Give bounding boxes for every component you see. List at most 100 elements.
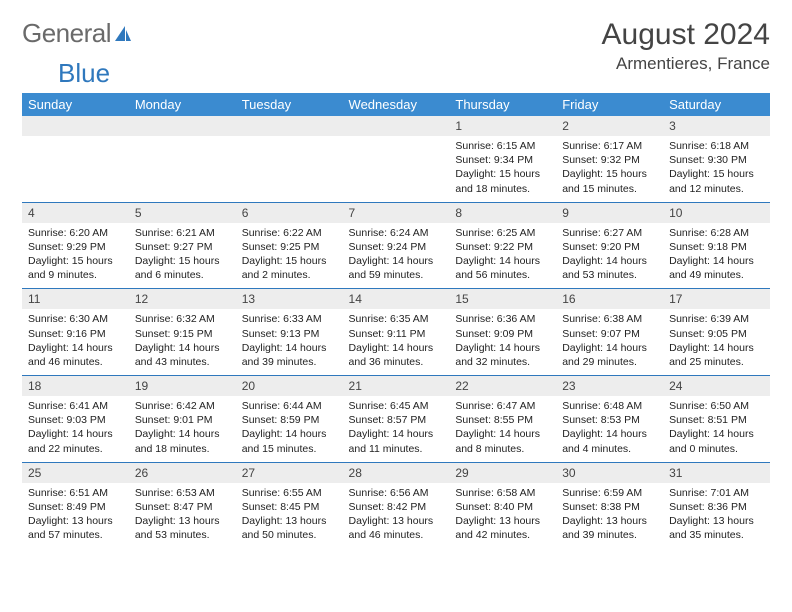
sunrise-text: Sunrise: 6:44 AM xyxy=(242,399,337,413)
sunset-text: Sunset: 8:53 PM xyxy=(562,413,657,427)
daylight-text: Daylight: 13 hours xyxy=(28,514,123,528)
daylight-text: and 32 minutes. xyxy=(455,355,550,369)
day-detail-cell: Sunrise: 6:22 AMSunset: 9:25 PMDaylight:… xyxy=(236,223,343,289)
sunset-text: Sunset: 9:01 PM xyxy=(135,413,230,427)
sunrise-text: Sunrise: 6:50 AM xyxy=(669,399,764,413)
sunrise-text: Sunrise: 6:55 AM xyxy=(242,486,337,500)
day-number-cell: 2 xyxy=(556,116,663,136)
day-detail-cell: Sunrise: 6:15 AMSunset: 9:34 PMDaylight:… xyxy=(449,136,556,202)
day-number: 17 xyxy=(669,292,682,306)
day-detail-cell: Sunrise: 6:17 AMSunset: 9:32 PMDaylight:… xyxy=(556,136,663,202)
daylight-text: Daylight: 13 hours xyxy=(669,514,764,528)
day-detail-cell: Sunrise: 6:20 AMSunset: 9:29 PMDaylight:… xyxy=(22,223,129,289)
daylight-text: Daylight: 13 hours xyxy=(135,514,230,528)
day-number: 11 xyxy=(28,292,40,306)
sunrise-text: Sunrise: 6:22 AM xyxy=(242,226,337,240)
day-number: 18 xyxy=(28,379,41,393)
sunset-text: Sunset: 8:51 PM xyxy=(669,413,764,427)
sunrise-text: Sunrise: 6:38 AM xyxy=(562,312,657,326)
daylight-text: Daylight: 14 hours xyxy=(242,341,337,355)
day-number-cell: 31 xyxy=(663,463,770,483)
day-detail-cell: Sunrise: 6:32 AMSunset: 9:15 PMDaylight:… xyxy=(129,309,236,375)
sunset-text: Sunset: 9:22 PM xyxy=(455,240,550,254)
day-number: 19 xyxy=(135,379,148,393)
daylight-text: Daylight: 14 hours xyxy=(562,341,657,355)
day-number: 6 xyxy=(242,206,249,220)
sunrise-text: Sunrise: 6:35 AM xyxy=(349,312,444,326)
weekday-header-row: Sunday Monday Tuesday Wednesday Thursday… xyxy=(22,93,770,116)
sunset-text: Sunset: 9:29 PM xyxy=(28,240,123,254)
day-number-cell: 28 xyxy=(343,463,450,483)
detail-row: Sunrise: 6:20 AMSunset: 9:29 PMDaylight:… xyxy=(22,223,770,289)
daylight-text: Daylight: 15 hours xyxy=(242,254,337,268)
day-number: 23 xyxy=(562,379,575,393)
daylight-text: and 46 minutes. xyxy=(28,355,123,369)
day-number-cell: 25 xyxy=(22,463,129,483)
daylight-text: and 46 minutes. xyxy=(349,528,444,542)
daylight-text: and 56 minutes. xyxy=(455,268,550,282)
day-detail-cell: Sunrise: 6:59 AMSunset: 8:38 PMDaylight:… xyxy=(556,483,663,549)
day-number-cell: 18 xyxy=(22,376,129,396)
daylight-text: Daylight: 15 hours xyxy=(28,254,123,268)
day-number-cell: 26 xyxy=(129,463,236,483)
daylight-text: Daylight: 14 hours xyxy=(242,427,337,441)
sunrise-text: Sunrise: 6:33 AM xyxy=(242,312,337,326)
sunrise-text: Sunrise: 6:28 AM xyxy=(669,226,764,240)
daylight-text: Daylight: 15 hours xyxy=(455,167,550,181)
day-detail-cell: Sunrise: 6:36 AMSunset: 9:09 PMDaylight:… xyxy=(449,309,556,375)
day-number-cell: 14 xyxy=(343,289,450,309)
weekday-saturday: Saturday xyxy=(663,93,770,116)
day-number-cell: 16 xyxy=(556,289,663,309)
day-detail-cell: Sunrise: 6:39 AMSunset: 9:05 PMDaylight:… xyxy=(663,309,770,375)
day-number-cell xyxy=(129,116,236,136)
day-detail-cell: Sunrise: 6:18 AMSunset: 9:30 PMDaylight:… xyxy=(663,136,770,202)
detail-row: Sunrise: 6:51 AMSunset: 8:49 PMDaylight:… xyxy=(22,483,770,549)
daylight-text: Daylight: 14 hours xyxy=(28,341,123,355)
day-detail-cell: Sunrise: 6:25 AMSunset: 9:22 PMDaylight:… xyxy=(449,223,556,289)
daylight-text: and 53 minutes. xyxy=(562,268,657,282)
day-detail-cell: Sunrise: 6:41 AMSunset: 9:03 PMDaylight:… xyxy=(22,396,129,462)
day-detail-cell: Sunrise: 6:47 AMSunset: 8:55 PMDaylight:… xyxy=(449,396,556,462)
day-number-cell: 13 xyxy=(236,289,343,309)
calendar-table: Sunday Monday Tuesday Wednesday Thursday… xyxy=(22,93,770,548)
sunset-text: Sunset: 9:15 PM xyxy=(135,327,230,341)
day-detail-cell xyxy=(343,136,450,202)
day-detail-cell: Sunrise: 6:44 AMSunset: 8:59 PMDaylight:… xyxy=(236,396,343,462)
sunrise-text: Sunrise: 6:51 AM xyxy=(28,486,123,500)
day-detail-cell: Sunrise: 6:21 AMSunset: 9:27 PMDaylight:… xyxy=(129,223,236,289)
day-number: 20 xyxy=(242,379,255,393)
day-detail-cell: Sunrise: 6:58 AMSunset: 8:40 PMDaylight:… xyxy=(449,483,556,549)
day-number: 8 xyxy=(455,206,462,220)
detail-row: Sunrise: 6:41 AMSunset: 9:03 PMDaylight:… xyxy=(22,396,770,462)
weekday-sunday: Sunday xyxy=(22,93,129,116)
daylight-text: Daylight: 14 hours xyxy=(455,341,550,355)
daylight-text: and 59 minutes. xyxy=(349,268,444,282)
day-number-cell: 5 xyxy=(129,203,236,223)
day-detail-cell: Sunrise: 6:33 AMSunset: 9:13 PMDaylight:… xyxy=(236,309,343,375)
day-number-cell: 23 xyxy=(556,376,663,396)
day-detail-cell: Sunrise: 6:56 AMSunset: 8:42 PMDaylight:… xyxy=(343,483,450,549)
day-number-cell: 17 xyxy=(663,289,770,309)
day-number-cell: 7 xyxy=(343,203,450,223)
sunset-text: Sunset: 9:30 PM xyxy=(669,153,764,167)
day-number-cell xyxy=(343,116,450,136)
day-detail-cell: Sunrise: 6:38 AMSunset: 9:07 PMDaylight:… xyxy=(556,309,663,375)
sunset-text: Sunset: 9:13 PM xyxy=(242,327,337,341)
day-number: 28 xyxy=(349,466,362,480)
daylight-text: and 49 minutes. xyxy=(669,268,764,282)
sunrise-text: Sunrise: 6:15 AM xyxy=(455,139,550,153)
day-number: 30 xyxy=(562,466,575,480)
logo-sail-icon xyxy=(113,24,133,44)
weekday-tuesday: Tuesday xyxy=(236,93,343,116)
daylight-text: and 57 minutes. xyxy=(28,528,123,542)
daylight-text: and 6 minutes. xyxy=(135,268,230,282)
day-number-cell: 12 xyxy=(129,289,236,309)
sunset-text: Sunset: 9:11 PM xyxy=(349,327,444,341)
daylight-text: Daylight: 15 hours xyxy=(562,167,657,181)
day-number-cell xyxy=(236,116,343,136)
day-number: 7 xyxy=(349,206,356,220)
daylight-text: and 35 minutes. xyxy=(669,528,764,542)
sunset-text: Sunset: 9:25 PM xyxy=(242,240,337,254)
day-number: 24 xyxy=(669,379,682,393)
day-number: 2 xyxy=(562,119,569,133)
